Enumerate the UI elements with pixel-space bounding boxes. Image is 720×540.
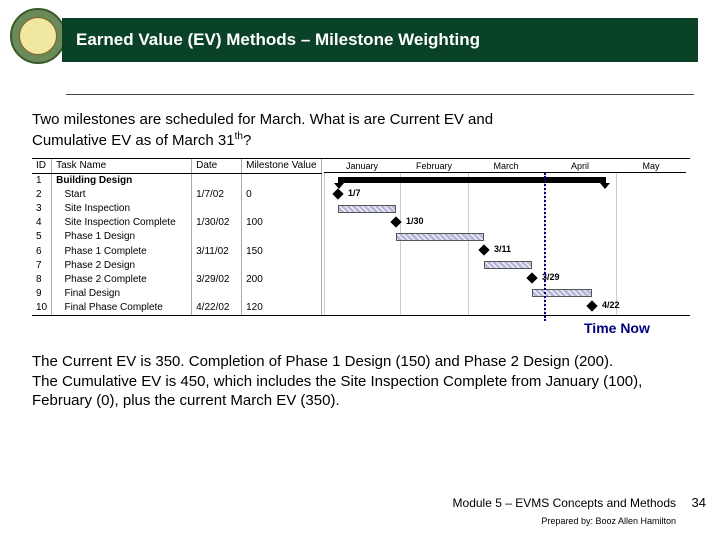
month-grid-line	[324, 173, 325, 315]
milestone-diamond-icon	[586, 300, 597, 311]
seal-inner-icon	[19, 17, 57, 55]
table-cell	[192, 173, 242, 187]
table-row: 5 Phase 1 Design	[32, 230, 321, 244]
answer-p1: The Current EV is 350. Completion of Pha…	[32, 352, 672, 372]
table-cell: Site Inspection Complete	[52, 216, 192, 230]
month-header: March	[468, 159, 544, 173]
table-cell	[242, 230, 321, 244]
table-cell: 0	[242, 187, 321, 201]
table-row: 6 Phase 1 Complete3/11/02150	[32, 244, 321, 258]
table-cell	[192, 230, 242, 244]
col-header-date: Date	[192, 159, 242, 173]
footer-prepared-by: Prepared by: Booz Allen Hamilton	[541, 516, 676, 526]
table-cell: 100	[242, 216, 321, 230]
table-cell: Phase 2 Design	[52, 258, 192, 272]
question-line-1: Two milestones are scheduled for March. …	[32, 111, 493, 128]
milestone-date-label: 3/11	[494, 244, 511, 254]
footer-module: Module 5 – EVMS Concepts and Methods	[453, 496, 676, 510]
answer-p2: The Cumulative EV is 450, which includes…	[32, 372, 672, 411]
table-cell	[192, 287, 242, 301]
table-cell: Start	[52, 187, 192, 201]
gantt-chart: ID Task Name Date Milestone Value 1Build…	[32, 158, 690, 316]
table-cell	[192, 201, 242, 215]
task-table: ID Task Name Date Milestone Value 1Build…	[32, 159, 322, 315]
table-cell: 2	[32, 187, 52, 201]
task-bar	[338, 205, 396, 213]
table-row: 4 Site Inspection Complete1/30/02100	[32, 216, 321, 230]
table-cell: 1/7/02	[192, 187, 242, 201]
doe-seal-icon	[10, 8, 66, 64]
month-header: May	[616, 159, 686, 173]
month-header: April	[544, 159, 616, 173]
month-grid-line	[468, 173, 469, 315]
table-cell: 1	[32, 173, 52, 187]
month-grid-line	[616, 173, 617, 315]
table-row: 2 Start1/7/020	[32, 187, 321, 201]
table-cell	[242, 287, 321, 301]
task-bar	[396, 233, 484, 241]
time-now-line	[544, 173, 546, 321]
slide-title: Earned Value (EV) Methods – Milestone We…	[76, 30, 480, 50]
time-now-label: Time Now	[584, 320, 650, 336]
milestone-diamond-icon	[478, 244, 489, 255]
task-bar	[484, 261, 532, 269]
table-cell: 7	[32, 258, 52, 272]
table-row: 3 Site Inspection	[32, 201, 321, 215]
table-cell: 3/29/02	[192, 272, 242, 286]
milestone-diamond-icon	[526, 272, 537, 283]
question-line-2b: ?	[243, 132, 251, 149]
task-bar	[532, 289, 592, 297]
table-cell: Phase 1 Complete	[52, 244, 192, 258]
question-block: Two milestones are scheduled for March. …	[32, 110, 672, 150]
table-cell: Phase 2 Complete	[52, 272, 192, 286]
table-cell: 1/30/02	[192, 216, 242, 230]
table-cell: 6	[32, 244, 52, 258]
table-cell: Final Design	[52, 287, 192, 301]
milestone-date-label: 1/30	[406, 216, 424, 226]
table-row: 9 Final Design	[32, 287, 321, 301]
question-line-2a: Cumulative EV as of March 31	[32, 132, 235, 149]
milestone-diamond-icon	[332, 188, 343, 199]
table-cell: Phase 1 Design	[52, 230, 192, 244]
milestone-date-label: 4/22	[602, 300, 620, 310]
gantt-timeline: JanuaryFebruaryMarchAprilMay1/71/303/113…	[324, 159, 690, 315]
col-header-mv: Milestone Value	[242, 159, 321, 173]
table-cell: 3/11/02	[192, 244, 242, 258]
question-sup: th	[235, 131, 243, 142]
table-cell: Site Inspection	[52, 201, 192, 215]
table-cell: 3	[32, 201, 52, 215]
month-header: January	[324, 159, 400, 173]
month-grid-line	[400, 173, 401, 315]
table-row: 7 Phase 2 Design	[32, 258, 321, 272]
table-cell	[192, 258, 242, 272]
month-header: February	[400, 159, 468, 173]
table-cell: 5	[32, 230, 52, 244]
table-cell: 8	[32, 272, 52, 286]
answer-block: The Current EV is 350. Completion of Pha…	[32, 352, 672, 411]
col-header-task: Task Name	[52, 159, 192, 173]
table-row: 1Building Design	[32, 173, 321, 187]
table-cell: 9	[32, 287, 52, 301]
table-cell: 200	[242, 272, 321, 286]
table-cell: Building Design	[52, 173, 192, 187]
table-cell: 4/22/02	[192, 301, 242, 315]
col-header-id: ID	[32, 159, 52, 173]
table-cell: 10	[32, 301, 52, 315]
page-number: 34	[692, 495, 706, 510]
table-row: 8 Phase 2 Complete3/29/02200	[32, 272, 321, 286]
slide-title-bar: Earned Value (EV) Methods – Milestone We…	[62, 18, 698, 62]
table-cell: 4	[32, 216, 52, 230]
table-row: 10 Final Phase Complete4/22/02120	[32, 301, 321, 315]
table-cell	[242, 173, 321, 187]
divider-line	[66, 94, 694, 96]
summary-bar	[338, 177, 606, 183]
table-cell: 150	[242, 244, 321, 258]
milestone-date-label: 1/7	[348, 188, 361, 198]
table-cell: Final Phase Complete	[52, 301, 192, 315]
table-cell	[242, 201, 321, 215]
table-cell: 120	[242, 301, 321, 315]
table-cell	[242, 258, 321, 272]
